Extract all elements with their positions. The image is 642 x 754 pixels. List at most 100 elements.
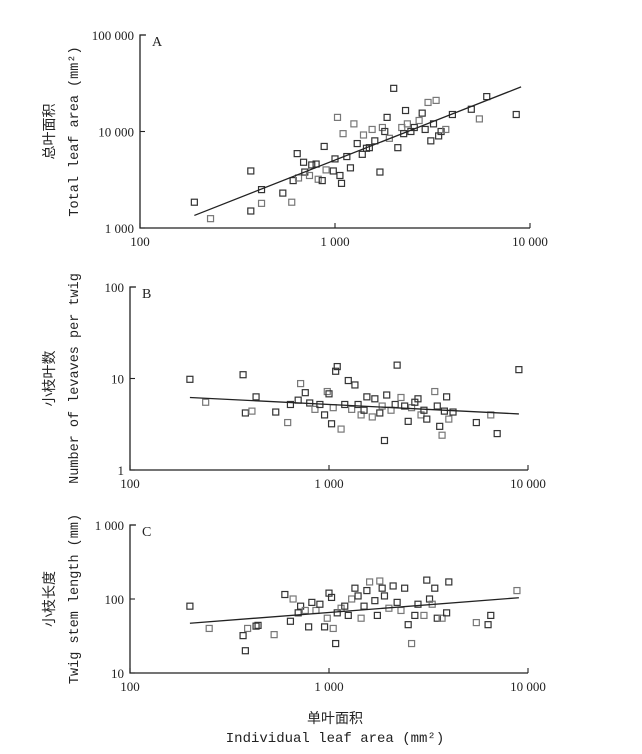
data-point <box>420 611 428 620</box>
data-point <box>389 582 397 590</box>
data-point <box>512 110 520 119</box>
data-point <box>437 127 445 136</box>
data-point <box>297 379 305 388</box>
data-point <box>487 611 495 620</box>
data-point <box>360 406 368 414</box>
data-point <box>432 96 440 105</box>
data-point <box>270 631 278 639</box>
data-point <box>371 395 379 403</box>
data-point <box>202 398 210 406</box>
data-point <box>423 576 431 584</box>
x-axis-label-en: Individual leaf area (mm²) <box>226 731 444 747</box>
data-point <box>380 436 389 445</box>
data-point <box>415 116 423 125</box>
data-point <box>391 400 399 409</box>
data-point <box>325 390 333 398</box>
data-point <box>288 198 296 206</box>
data-point <box>186 602 194 610</box>
data-point <box>433 402 441 410</box>
data-point <box>376 577 384 585</box>
axes-frame <box>129 286 528 471</box>
data-point <box>348 405 356 413</box>
data-point <box>286 617 295 625</box>
data-point <box>318 176 326 185</box>
data-point <box>305 171 314 180</box>
data-point <box>431 387 439 396</box>
data-point <box>393 361 401 369</box>
data-point <box>424 98 432 107</box>
panel-label: B <box>142 287 151 302</box>
data-point <box>252 393 260 401</box>
x-axis-label-cn: 单叶面积 <box>307 711 363 727</box>
data-point <box>344 376 352 385</box>
data-point <box>329 167 337 175</box>
data-point <box>376 409 384 417</box>
data-point <box>333 609 341 617</box>
x-tick-label: 100 <box>120 679 140 694</box>
data-point <box>244 624 252 633</box>
x-tick-label: 100 <box>120 476 140 491</box>
y-tick-label: 1 000 <box>105 221 134 236</box>
data-point <box>329 404 337 412</box>
data-point <box>433 614 441 622</box>
y-tick-label: 1 000 <box>95 518 124 533</box>
data-point <box>438 431 446 439</box>
y-axis-label-en: Total leaf area (mm²) <box>68 46 83 216</box>
data-point <box>390 84 398 92</box>
data-point <box>397 606 405 615</box>
data-point <box>341 602 349 610</box>
data-point <box>397 393 405 402</box>
data-point <box>393 598 401 606</box>
x-tick-label: 1 000 <box>314 679 343 694</box>
data-point <box>339 130 347 138</box>
data-point <box>186 375 194 383</box>
data-point <box>329 624 337 633</box>
data-point <box>378 123 386 132</box>
data-point <box>354 592 362 600</box>
data-point <box>404 621 412 629</box>
axes-frame <box>139 34 530 229</box>
data-point <box>316 600 324 608</box>
data-point <box>254 621 262 629</box>
y-axis-label-cn: 小枝长度 <box>42 571 58 627</box>
panel-label: A <box>152 35 163 50</box>
data-point <box>513 586 521 595</box>
data-point <box>493 429 501 438</box>
y-tick-label: 1 <box>118 463 125 478</box>
data-point <box>414 600 422 608</box>
data-point <box>299 158 308 166</box>
data-point <box>378 584 386 592</box>
data-point <box>414 395 422 403</box>
data-point <box>332 639 340 648</box>
data-point <box>327 593 336 602</box>
data-point <box>312 606 320 615</box>
x-tick-label: 10 000 <box>510 476 546 491</box>
data-point <box>404 417 412 425</box>
data-point <box>394 144 402 152</box>
data-point <box>376 168 384 176</box>
data-point <box>445 415 453 423</box>
data-point <box>346 164 355 172</box>
data-point <box>423 415 431 423</box>
data-point <box>431 584 439 592</box>
data-point <box>449 408 457 416</box>
data-point <box>272 408 280 416</box>
x-tick-label: 1 000 <box>314 476 343 491</box>
data-point <box>418 109 426 117</box>
y-tick-label: 10 <box>111 666 124 681</box>
data-point <box>333 362 341 371</box>
data-point <box>247 207 255 215</box>
data-point <box>440 407 448 415</box>
data-point <box>257 199 266 207</box>
data-point <box>239 632 247 640</box>
data-point <box>284 418 292 427</box>
data-point <box>381 127 389 136</box>
data-point <box>311 405 319 413</box>
data-point <box>436 422 444 430</box>
y-axis-label-en: Twig stem length (mm) <box>68 514 83 684</box>
data-point <box>350 120 358 128</box>
data-point <box>320 623 329 631</box>
data-point <box>427 137 435 145</box>
